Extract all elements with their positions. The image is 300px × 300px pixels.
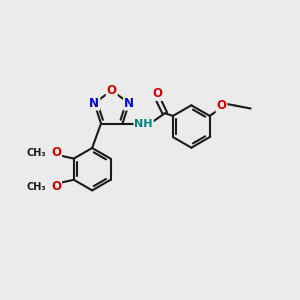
Text: O: O [152, 87, 163, 100]
Text: O: O [51, 180, 61, 193]
Text: N: N [124, 97, 134, 110]
Text: CH₃: CH₃ [27, 182, 46, 192]
Text: N: N [89, 97, 99, 110]
Text: O: O [107, 84, 117, 97]
Text: NH: NH [134, 118, 153, 128]
Text: CH₃: CH₃ [27, 148, 46, 158]
Text: O: O [217, 99, 226, 112]
Text: O: O [51, 146, 61, 159]
